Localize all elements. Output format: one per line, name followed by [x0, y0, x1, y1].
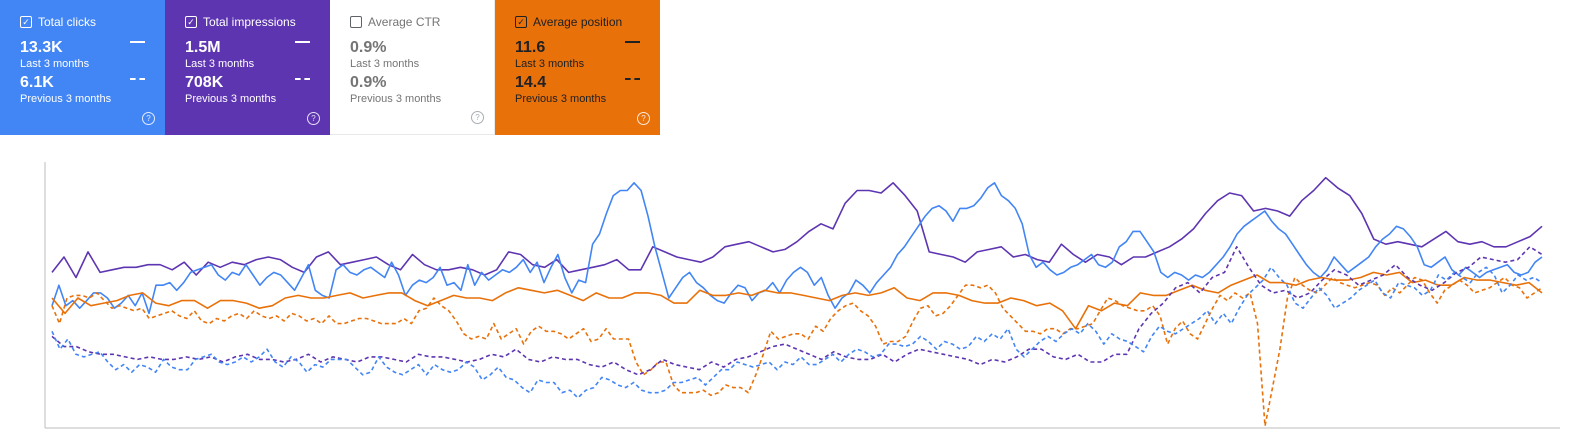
previous-period: Previous 3 months	[350, 93, 442, 105]
card-header: Average CTR	[350, 13, 494, 31]
previous-period-series-4	[51, 246, 1543, 376]
previous-value: 14.4	[515, 74, 547, 91]
current-period-series-2	[51, 271, 1543, 330]
previous-value: 0.9%	[350, 74, 387, 91]
metric-cards: ✓ Total clicks 13.3K Last 3 months 6.1K …	[0, 0, 660, 135]
card-label: Average position	[533, 15, 623, 29]
solid-line-legend-icon	[625, 41, 640, 43]
total-clicks-card[interactable]: ✓ Total clicks 13.3K Last 3 months 6.1K …	[0, 0, 165, 135]
dashed-line-legend-icon	[130, 78, 145, 80]
current-value: 13.3K	[20, 39, 63, 56]
current-value: 0.9%	[350, 39, 387, 56]
current-value: 1.5M	[185, 39, 221, 56]
card-header: ✓ Total impressions	[185, 13, 330, 31]
checkbox-unchecked-icon[interactable]	[350, 16, 362, 28]
help-icon[interactable]: ?	[307, 112, 320, 125]
total-impressions-card[interactable]: ✓ Total impressions 1.5M Last 3 months 7…	[165, 0, 330, 135]
current-period-series-0	[51, 176, 1543, 279]
help-icon[interactable]: ?	[471, 111, 484, 124]
current-period: Last 3 months	[515, 58, 585, 70]
average-ctr-card[interactable]: Average CTR 0.9% Last 3 months 0.9% Prev…	[330, 0, 495, 135]
card-label: Total clicks	[38, 15, 97, 29]
performance-line-chart	[44, 162, 1560, 429]
previous-value: 6.1K	[20, 74, 54, 91]
card-label: Average CTR	[368, 15, 441, 29]
previous-value: 708K	[185, 74, 224, 91]
current-period: Last 3 months	[350, 58, 420, 70]
card-header: ✓ Average position	[515, 13, 660, 31]
checkbox-checked-icon[interactable]: ✓	[515, 16, 527, 28]
checkbox-checked-icon[interactable]: ✓	[20, 16, 32, 28]
dashed-line-legend-icon	[295, 78, 310, 80]
card-label: Total impressions	[203, 15, 296, 29]
help-icon[interactable]: ?	[142, 112, 155, 125]
solid-line-legend-icon	[295, 41, 310, 43]
current-period: Last 3 months	[20, 58, 90, 70]
average-position-card[interactable]: ✓ Average position 11.6 Last 3 months 14…	[495, 0, 660, 135]
previous-period: Previous 3 months	[185, 93, 277, 105]
previous-period-series-3	[51, 276, 1543, 427]
current-period-series-1	[51, 181, 1543, 315]
current-value: 11.6	[515, 39, 546, 56]
dashed-line-legend-icon	[625, 78, 640, 80]
solid-line-legend-icon	[130, 41, 145, 43]
card-header: ✓ Total clicks	[20, 13, 165, 31]
previous-period-series-5	[51, 266, 1543, 399]
previous-period: Previous 3 months	[515, 93, 607, 105]
help-icon[interactable]: ?	[637, 112, 650, 125]
checkbox-checked-icon[interactable]: ✓	[185, 16, 197, 28]
current-period: Last 3 months	[185, 58, 255, 70]
previous-period: Previous 3 months	[20, 93, 112, 105]
